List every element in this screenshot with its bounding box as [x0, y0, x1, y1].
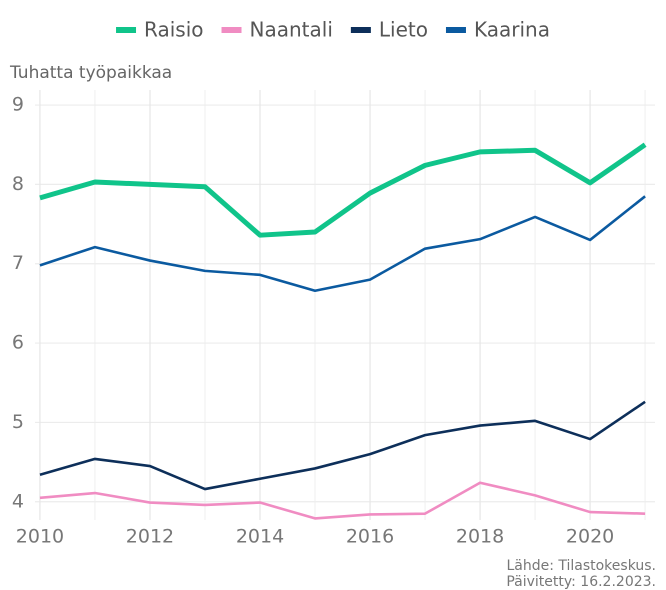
- line: [39, 142, 647, 238]
- y-tick-label: 5: [12, 411, 24, 433]
- line: [39, 195, 646, 293]
- line: [39, 481, 646, 520]
- legend-label: Raisio: [144, 18, 203, 42]
- y-tick-label: 8: [12, 173, 24, 195]
- legend-item: Naantali: [221, 18, 333, 42]
- legend-label: Lieto: [379, 18, 428, 42]
- caption: Lähde: Tilastokeskus.: [506, 558, 656, 574]
- legend-label: Kaarina: [474, 18, 550, 42]
- legend-item: Kaarina: [445, 18, 550, 42]
- x-tick-label: 2014: [236, 526, 284, 548]
- legend-item: Lieto: [350, 18, 428, 42]
- legend-item: Raisio: [116, 18, 204, 42]
- x-tick-label: 2010: [16, 526, 64, 548]
- legend-label: Naantali: [250, 18, 333, 42]
- y-axis-label: Tuhatta työpaikkaa: [9, 63, 172, 83]
- line: [39, 400, 646, 491]
- x-tick-label: 2018: [456, 526, 504, 548]
- x-tick-label: 2012: [126, 526, 174, 548]
- legend: Raisio Naantali Lieto Kaarina: [116, 18, 550, 42]
- y-tick-label: 9: [12, 94, 24, 116]
- y-tick-label: 7: [12, 252, 24, 274]
- x-tick-label: 2016: [346, 526, 394, 548]
- caption: Päivitetty: 16.2.2023.: [506, 574, 656, 590]
- grid: [35, 90, 655, 520]
- y-tick-label: 6: [12, 332, 24, 354]
- x-tick-label: 2020: [566, 526, 614, 548]
- y-tick-label: 4: [12, 490, 24, 512]
